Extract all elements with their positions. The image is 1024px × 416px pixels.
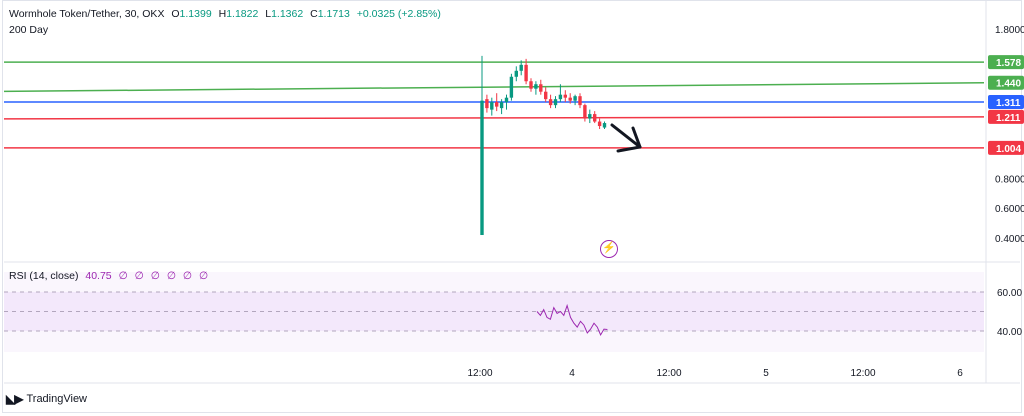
candle-body [544, 91, 548, 100]
time-tick-label: 12:00 [656, 368, 681, 379]
rsi-value: 40.75 [85, 270, 112, 282]
rsi-line [536, 303, 608, 337]
horizontal-line-support-red-1 [3, 116, 985, 120]
candle-body [534, 84, 538, 89]
candle-body [480, 100, 484, 236]
price-label-box [988, 95, 1024, 110]
symbol-legend: Wormhole Token/Tether, 30, OKX O1.1399 H… [9, 8, 445, 20]
time-tick-label: 4 [569, 368, 575, 379]
tradingview-brand[interactable]: ◣▶ TradingView [6, 392, 87, 406]
time-tick-label: 12:00 [467, 368, 492, 379]
time-tick-label: 12:00 [850, 368, 875, 379]
arrow-shaft [610, 123, 642, 149]
candle-body [593, 114, 597, 122]
ohlc-low: L1.1362 [265, 8, 304, 20]
price-label-box [988, 75, 1024, 90]
price-label-box [988, 55, 1024, 70]
price-label-text: 1.578 [996, 58, 1021, 69]
candle-body [573, 96, 577, 101]
rsi-placeholder: ∅ [182, 270, 193, 282]
price-label-text: 1.440 [996, 79, 1021, 90]
price-label-box [988, 140, 1024, 155]
candle-body [602, 123, 607, 128]
candle-body [524, 64, 528, 82]
price-label-text: 1.211 [996, 113, 1021, 124]
rsi-upper-area [4, 272, 984, 292]
time-tick-label: 6 [957, 368, 963, 379]
rsi-label: RSI (14, close) [9, 270, 79, 282]
rsi-legend[interactable]: RSI (14, close) 40.75 ∅ ∅ ∅ ∅ ∅ ∅ [9, 270, 212, 282]
rsi-placeholder: ∅ [150, 270, 160, 282]
candle-body [548, 99, 553, 106]
ohlc-close: C1.1713 [310, 8, 350, 20]
rsi-tick-label: 40.00 [997, 327, 1022, 338]
candle-body [583, 105, 587, 119]
rsi-placeholder: ∅ [118, 270, 128, 282]
candle-body [485, 99, 489, 109]
candle-body [490, 102, 494, 110]
rsi-placeholder: ∅ [134, 270, 144, 282]
candle-body [588, 114, 592, 119]
rsi-tick-label: 60.00 [997, 288, 1022, 299]
price-tick-label: 1.8000 [995, 25, 1024, 36]
price-tick-label: 0.6000 [995, 204, 1024, 215]
candle-body [597, 121, 602, 127]
candle-body [558, 94, 563, 100]
arrow-head [616, 126, 642, 153]
ohlc-high: H1.1822 [218, 8, 259, 20]
time-tick-label: 5 [763, 368, 769, 379]
candle-body [563, 94, 567, 98]
price-label-text: 1.004 [996, 144, 1021, 155]
candle-body [578, 96, 582, 106]
ohlc-open: O1.1399 [171, 8, 212, 20]
price-tick-label: 0.8000 [995, 174, 1024, 185]
tradingview-name: TradingView [26, 393, 88, 405]
candle-body [553, 99, 558, 106]
lightning-icon[interactable]: ⚡ [600, 240, 618, 258]
horizontal-line-trend-200day [3, 81, 985, 93]
symbol-title[interactable]: Wormhole Token/Tether, 30, OKX [9, 8, 165, 20]
candle-body [519, 64, 523, 71]
candle-body [568, 97, 572, 101]
rsi-placeholder: ∅ [166, 270, 176, 282]
rsi-lower-area [4, 331, 984, 352]
candle-body [499, 102, 504, 109]
candle-body [539, 84, 543, 92]
candle-body [495, 102, 499, 107]
price-tick-label: 0.4000 [995, 234, 1024, 245]
tradingview-logo-icon: ◣▶ [6, 392, 23, 406]
ohlc-change: +0.0325 (+2.85%) [356, 8, 441, 20]
indicator-label: 200 Day [9, 24, 49, 36]
price-label-text: 1.311 [996, 98, 1021, 109]
candle-body [504, 97, 509, 103]
candle-body [514, 70, 518, 77]
price-label-box [988, 109, 1024, 124]
rsi-placeholder: ∅ [198, 270, 209, 282]
indicator-legend[interactable]: 200 Day [9, 24, 52, 36]
candle-body [509, 76, 514, 98]
candle-body [529, 81, 533, 89]
